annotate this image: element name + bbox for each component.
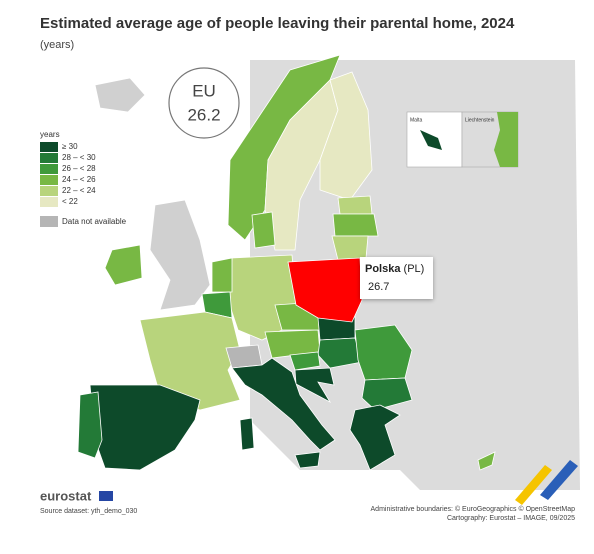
greece <box>349 404 401 471</box>
netherlands <box>211 257 233 293</box>
france <box>139 311 241 411</box>
united-kingdom <box>149 199 211 311</box>
portugal <box>77 391 103 459</box>
legend-swatch <box>40 142 58 152</box>
subtitle: (years) <box>40 39 74 51</box>
deco-yellow <box>515 465 552 505</box>
tooltip-code: (PL) <box>404 263 425 275</box>
legend-label: ≥ 30 <box>62 142 78 151</box>
estonia <box>337 195 373 215</box>
eu-label: EU <box>192 81 216 100</box>
title: Estimated average age of people leaving … <box>40 15 515 32</box>
deco-blue <box>540 460 578 500</box>
legend-swatch <box>40 175 58 185</box>
legend-swatch <box>40 197 58 207</box>
logo: eurostat <box>40 488 92 503</box>
legend-label: 28 – < 30 <box>62 153 96 162</box>
switzerland <box>225 344 263 369</box>
cartography: Cartography: Eurostat – IMAGE, 09/2025 <box>447 515 575 522</box>
tooltip-country: Polska <box>365 263 401 275</box>
legend-label-na: Data not available <box>62 217 127 226</box>
legend-label: 22 – < 24 <box>62 186 96 195</box>
malta <box>420 130 442 150</box>
boundaries: Administrative boundaries: © EuroGeograp… <box>371 505 576 513</box>
latvia <box>332 213 379 237</box>
lithuania <box>331 235 369 261</box>
sardinia <box>239 417 255 451</box>
denmark <box>251 211 276 249</box>
inset-liechtenstein-label: Liechtenstein <box>465 117 495 123</box>
legend-swatch <box>40 153 58 163</box>
legend-swatch <box>40 164 58 174</box>
eu-value: 26.2 <box>187 105 220 124</box>
slovenia <box>289 351 321 371</box>
liechtenstein <box>494 112 518 167</box>
iceland <box>94 77 146 113</box>
legend-label: 26 – < 28 <box>62 164 96 173</box>
tooltip-value: 26.7 <box>368 281 389 293</box>
sicily <box>294 451 321 469</box>
eu-badge <box>168 67 240 139</box>
eu-flag <box>99 491 113 501</box>
spain <box>89 384 201 471</box>
legend-swatch-na <box>40 216 58 227</box>
source: Source dataset: yth_demo_030 <box>40 508 137 515</box>
tooltip-title: Polska (PL) <box>365 263 424 275</box>
legend-label: 24 – < 26 <box>62 175 96 184</box>
legend: years ≥ 30 28 – < 30 26 – < 28 24 – < 26 22 … <box>40 130 127 227</box>
ireland <box>104 244 143 286</box>
legend-swatch <box>40 186 58 196</box>
bulgaria <box>361 377 413 411</box>
map <box>77 54 580 490</box>
inset-malta-label: Malta <box>410 117 422 123</box>
legend-label: < 22 <box>62 197 78 206</box>
italy <box>231 357 336 451</box>
cyprus <box>477 451 496 471</box>
tooltip-box <box>360 257 433 299</box>
legend-title: years <box>40 130 60 139</box>
